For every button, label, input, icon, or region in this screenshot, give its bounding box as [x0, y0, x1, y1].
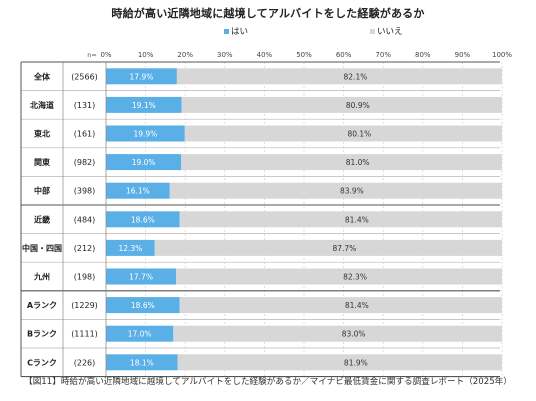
n-label: n=	[87, 51, 97, 59]
bar-yes	[106, 325, 174, 342]
category-label: 全体	[33, 71, 51, 81]
n-value: (484)	[74, 215, 96, 224]
legend-item-no: いいえ	[370, 25, 403, 37]
x-tick-label: 0%	[100, 51, 111, 59]
data-label-yes: 17.0%	[128, 330, 152, 339]
bar-no	[179, 297, 502, 314]
bar-no	[169, 182, 503, 199]
x-tick-label: 90%	[455, 51, 471, 59]
data-label-no: 80.1%	[347, 130, 371, 139]
n-value: (212)	[74, 244, 96, 253]
category-label: Bランク	[27, 329, 57, 339]
legend-item-yes: はい	[224, 25, 248, 37]
bar-yes	[106, 239, 155, 256]
x-tick-label: 80%	[415, 51, 431, 59]
bar-yes	[106, 354, 178, 371]
bar-yes	[106, 268, 177, 285]
n-value: (982)	[74, 158, 96, 167]
x-tick-label: 30%	[217, 51, 233, 59]
n-value: (198)	[74, 273, 96, 282]
category-label: 近畿	[34, 214, 50, 224]
data-label-no: 87.7%	[332, 244, 356, 253]
legend-swatch-no	[370, 28, 375, 34]
bar-yes	[106, 211, 180, 228]
data-label-no: 81.9%	[344, 358, 368, 367]
legend: はい いいえ	[0, 25, 536, 39]
data-label-no: 82.1%	[344, 72, 368, 81]
legend-swatch-yes	[224, 28, 229, 34]
data-label-no: 81.4%	[345, 301, 369, 310]
bar-yes	[106, 125, 185, 142]
data-label-no: 81.4%	[345, 215, 369, 224]
bar-no	[181, 96, 503, 113]
bar-no	[173, 325, 502, 342]
n-value: (161)	[74, 130, 96, 139]
bar-no	[177, 354, 502, 371]
category-label: 北海道	[30, 100, 54, 110]
n-value: (226)	[74, 358, 96, 367]
bar-no	[176, 68, 502, 85]
data-label-yes: 16.1%	[126, 187, 150, 196]
category-label: 中国・四国	[22, 243, 62, 253]
n-value: (1229)	[71, 301, 98, 310]
figure-caption: 【図11】時給が高い近隣地域に越境してアルバイトをした経験があるか／マイナビ最低…	[24, 377, 512, 387]
bar-yes	[106, 68, 177, 85]
data-label-no: 83.0%	[342, 330, 366, 339]
bar-yes	[106, 96, 182, 113]
x-tick-label: 50%	[296, 51, 312, 59]
category-label: 中部	[34, 186, 50, 196]
bar-no	[179, 211, 502, 228]
bar-no	[184, 125, 502, 142]
legend-label-no: いいえ	[377, 27, 403, 37]
data-label-no: 80.9%	[346, 101, 370, 110]
bar-no	[154, 239, 502, 256]
bar-yes	[106, 297, 180, 314]
data-label-no: 82.3%	[343, 273, 367, 282]
data-label-yes: 17.7%	[129, 273, 153, 282]
n-value: (1111)	[71, 330, 98, 339]
data-label-yes: 18.1%	[130, 358, 154, 367]
data-label-yes: 18.6%	[131, 301, 155, 310]
data-label-yes: 19.0%	[132, 158, 156, 167]
n-value: (2566)	[71, 72, 98, 81]
data-label-yes: 18.6%	[131, 215, 155, 224]
bar-no	[181, 154, 503, 171]
bar-yes	[106, 154, 182, 171]
x-tick-label: 20%	[177, 51, 193, 59]
x-tick-label: 40%	[257, 51, 273, 59]
category-label: Aランク	[27, 300, 57, 310]
n-value: (398)	[74, 187, 96, 196]
x-tick-label: 70%	[375, 51, 391, 59]
n-value: (131)	[74, 101, 96, 110]
x-tick-label: 10%	[138, 51, 154, 59]
legend-label-yes: はい	[231, 27, 249, 37]
data-label-yes: 19.1%	[132, 101, 156, 110]
bar-no	[176, 268, 503, 285]
data-label-yes: 17.9%	[130, 72, 154, 81]
category-label: Cランク	[27, 357, 57, 367]
category-label: 九州	[33, 272, 50, 282]
data-label-no: 81.0%	[346, 158, 370, 167]
x-tick-label: 60%	[336, 51, 352, 59]
category-label: 東北	[34, 129, 50, 139]
data-label-yes: 12.3%	[118, 244, 142, 253]
data-label-yes: 19.9%	[133, 130, 157, 139]
x-tick-label: 100%	[492, 51, 512, 59]
category-label: 関東	[34, 157, 50, 167]
chart-title: 時給が高い近隣地域に越境してアルバイトをした経験があるか	[111, 7, 425, 20]
data-label-no: 83.9%	[340, 187, 364, 196]
bar-yes	[106, 182, 170, 199]
